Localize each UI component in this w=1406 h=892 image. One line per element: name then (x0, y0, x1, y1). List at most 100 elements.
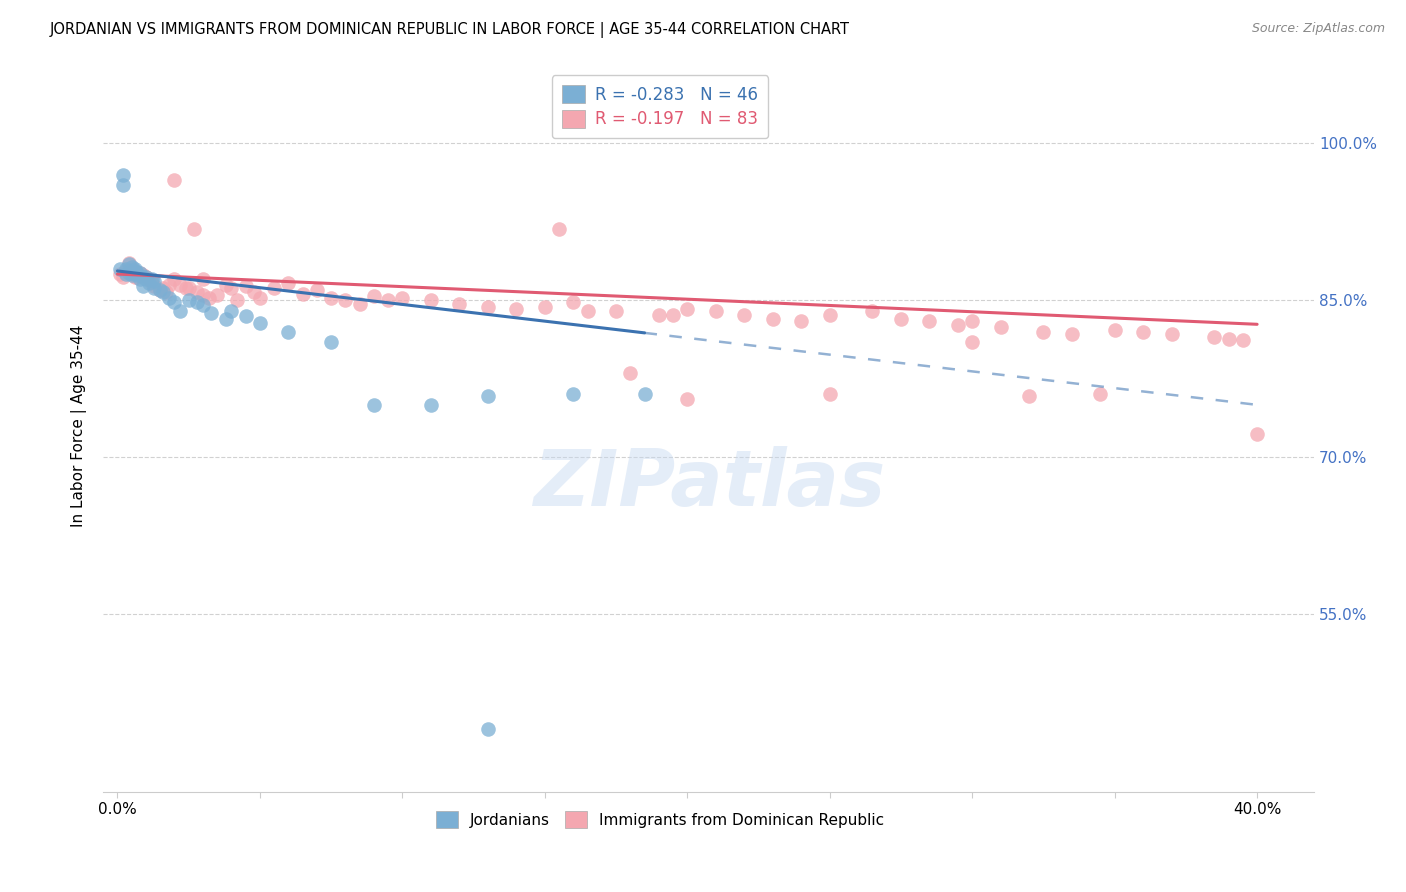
Point (143, 278, 166, 293)
Point (200, 306, 222, 320)
Point (477, 722, 499, 736)
Point (124, 264, 146, 278)
Point (118, 266, 141, 280)
Point (1018, 389, 1040, 403)
Point (132, 270, 155, 285)
Point (215, 312, 238, 326)
Point (129, 266, 152, 280)
Point (1218, 332, 1240, 346)
Point (419, 398, 441, 412)
Point (321, 334, 343, 349)
Point (177, 281, 200, 295)
Point (335, 293, 357, 308)
Point (115, 267, 138, 281)
Point (704, 303, 727, 318)
Point (1160, 326, 1182, 341)
Point (818, 308, 841, 322)
Point (946, 318, 969, 333)
Point (149, 283, 172, 297)
Point (135, 270, 157, 285)
Point (818, 387, 841, 401)
Point (562, 387, 585, 401)
Point (127, 268, 149, 282)
Point (862, 303, 884, 318)
Point (112, 168, 135, 182)
Point (277, 325, 299, 339)
Point (191, 288, 214, 302)
Text: ZIPatlas: ZIPatlas (533, 446, 884, 523)
Point (110, 261, 132, 276)
Point (163, 295, 186, 310)
Point (118, 255, 141, 269)
Point (548, 222, 571, 236)
Point (243, 285, 266, 299)
Point (263, 281, 285, 295)
Point (143, 274, 166, 288)
Point (1246, 427, 1268, 442)
Point (321, 291, 343, 305)
Point (169, 303, 191, 318)
Point (221, 303, 243, 318)
Point (235, 278, 257, 293)
Point (141, 272, 163, 286)
Point (676, 392, 699, 406)
Point (174, 281, 197, 295)
Point (633, 387, 655, 401)
Point (127, 266, 149, 280)
Y-axis label: In Labor Force | Age 35-44: In Labor Force | Age 35-44 (72, 325, 87, 527)
Point (197, 291, 219, 305)
Point (235, 309, 257, 323)
Point (155, 285, 177, 299)
Point (533, 300, 555, 314)
Point (183, 222, 205, 236)
Point (960, 334, 983, 349)
Point (143, 281, 166, 295)
Point (177, 293, 200, 308)
Point (477, 389, 499, 403)
Point (562, 295, 585, 310)
Point (790, 314, 813, 328)
Point (576, 303, 599, 318)
Point (762, 312, 785, 326)
Point (191, 272, 214, 286)
Point (115, 261, 138, 276)
Point (1090, 387, 1112, 401)
Point (349, 297, 371, 311)
Point (391, 291, 413, 305)
Point (605, 303, 627, 318)
Legend: Jordanians, Immigrants from Dominican Republic: Jordanians, Immigrants from Dominican Re… (429, 804, 891, 836)
Point (112, 178, 135, 193)
Point (1204, 330, 1226, 344)
Point (419, 293, 441, 308)
Point (918, 314, 941, 328)
Point (112, 270, 135, 285)
Point (129, 266, 152, 280)
Point (191, 298, 214, 312)
Point (291, 287, 314, 301)
Point (138, 277, 160, 291)
Point (118, 257, 141, 271)
Point (990, 320, 1012, 334)
Point (124, 266, 146, 280)
Point (186, 285, 208, 299)
Point (662, 308, 685, 322)
Point (249, 316, 271, 330)
Point (157, 277, 180, 292)
Point (135, 272, 157, 286)
Point (132, 268, 155, 282)
Point (124, 270, 146, 285)
Point (186, 295, 208, 310)
Point (221, 281, 243, 295)
Point (226, 293, 249, 308)
Point (449, 297, 471, 311)
Point (1104, 322, 1126, 336)
Text: JORDANIAN VS IMMIGRANTS FROM DOMINICAN REPUBLIC IN LABOR FORCE | AGE 35-44 CORRE: JORDANIAN VS IMMIGRANTS FROM DOMINICAN R… (49, 22, 849, 38)
Point (1232, 333, 1254, 347)
Point (1132, 325, 1154, 339)
Point (135, 270, 157, 285)
Point (121, 266, 143, 280)
Point (141, 277, 163, 291)
Point (121, 261, 143, 276)
Point (138, 272, 160, 286)
Point (124, 264, 146, 278)
